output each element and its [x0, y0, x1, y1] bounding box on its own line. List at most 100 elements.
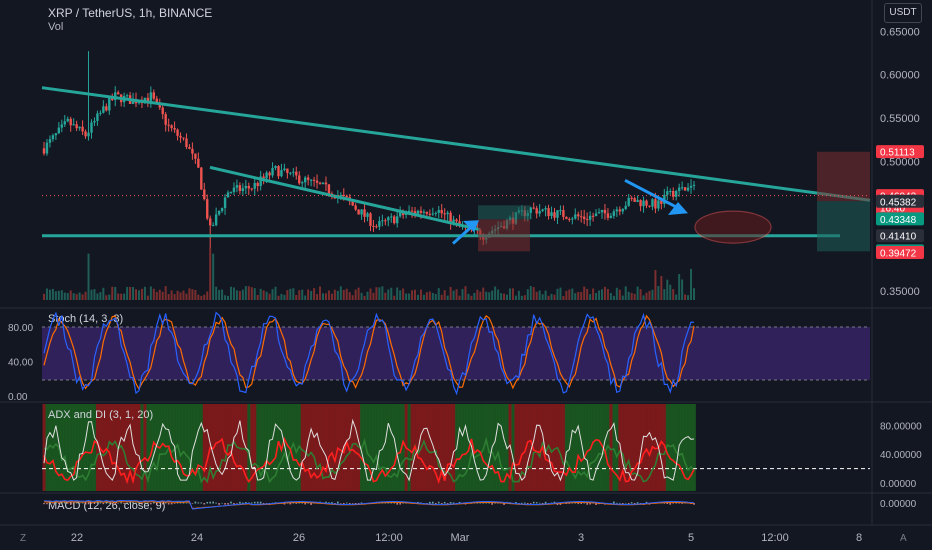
- macd-histogram-bar: [265, 503, 268, 504]
- adx-background-bar: [683, 404, 687, 491]
- volume-bar: [324, 293, 327, 300]
- time-tick-label: Mar: [451, 532, 470, 544]
- macd-histogram-bar: [669, 503, 672, 505]
- stoch-tick-label: 80.00: [8, 323, 33, 334]
- candle-body: [274, 166, 277, 168]
- adx-background-bar: [48, 404, 52, 491]
- macd-histogram-bar: [75, 502, 78, 504]
- macd-histogram-bar: [360, 502, 363, 504]
- adx-background-bar: [161, 404, 165, 491]
- volume-bar: [176, 290, 179, 300]
- macd-histogram-bar: [233, 503, 235, 505]
- adx-background-bar: [107, 404, 112, 491]
- adx-background-bar: [630, 404, 634, 491]
- macd-histogram-bar: [583, 502, 585, 504]
- macd-histogram-bar: [524, 502, 526, 504]
- adx-background-bar: [324, 404, 328, 491]
- macd-histogram-bar: [108, 502, 111, 504]
- macd-histogram-bar: [357, 503, 360, 504]
- price-badge-label: 0.43348: [880, 215, 917, 226]
- candle-body: [639, 200, 642, 207]
- adx-background-bar: [591, 404, 595, 491]
- volume-bar: [90, 289, 93, 300]
- auto-scale-icon[interactable]: A: [900, 533, 907, 544]
- macd-histogram-bar: [693, 503, 695, 505]
- candle-body: [437, 209, 440, 213]
- volume-bar: [283, 294, 286, 300]
- macd-histogram-bar: [491, 503, 493, 505]
- up-arrow-shaft: [451, 224, 475, 245]
- volume-bar: [556, 288, 559, 300]
- adx-background-bar: [636, 404, 640, 491]
- long-position-target-box: [817, 201, 870, 252]
- volume-bar: [357, 287, 360, 300]
- volume-bar: [458, 295, 461, 300]
- volume-bar: [553, 294, 556, 300]
- volume-bar: [651, 289, 654, 300]
- candle-body: [657, 200, 660, 209]
- volume-bar: [140, 288, 143, 300]
- volume-bar: [366, 291, 369, 300]
- adx-background-bar: [443, 404, 447, 491]
- volume-bar: [152, 288, 155, 300]
- adx-background-bar: [291, 404, 296, 491]
- macd-histogram-bar: [681, 503, 683, 504]
- adx-background-bar: [92, 404, 97, 491]
- volume-bar: [123, 293, 126, 300]
- volume-bar: [268, 293, 271, 300]
- volume-bar: [194, 289, 197, 300]
- candle-body: [398, 212, 402, 217]
- volume-bar: [232, 287, 235, 300]
- volume-bar: [229, 286, 232, 300]
- adx-background-bar: [463, 404, 468, 491]
- volume-bar: [78, 292, 81, 300]
- candle-body: [93, 120, 96, 123]
- timezone-icon[interactable]: Z: [20, 533, 27, 544]
- adx-background-bar: [205, 404, 210, 491]
- adx-background-bar: [229, 404, 233, 491]
- macd-histogram-bar: [544, 501, 547, 504]
- macd-histogram-bar: [52, 503, 54, 504]
- volume-bar: [485, 291, 488, 300]
- adx-background-bar: [639, 404, 643, 491]
- stoch-title: Stoch (14, 3, 3): [48, 313, 123, 325]
- adx-background-bar: [327, 404, 331, 491]
- adx-background-bar: [597, 404, 601, 491]
- macd-histogram-bar: [182, 502, 185, 504]
- adx-background-bar: [392, 404, 397, 491]
- candle-body: [363, 209, 366, 217]
- volume-bar: [606, 289, 609, 300]
- macd-histogram-bar: [96, 502, 99, 504]
- volume-bar: [405, 293, 408, 300]
- macd-histogram-bar: [194, 501, 197, 504]
- adx-title: ADX and DI (3, 1, 20): [48, 409, 153, 421]
- adx-background-bar: [202, 404, 207, 491]
- volume-bar: [146, 295, 149, 300]
- volume-bar: [387, 289, 390, 300]
- adx-background-bar: [668, 404, 673, 491]
- adx-background-bar: [573, 404, 578, 491]
- candle-body: [354, 205, 357, 210]
- volume-bar: [416, 294, 419, 300]
- candle-body: [194, 153, 197, 159]
- macd-histogram-bar: [672, 503, 675, 504]
- macd-histogram-bar: [666, 503, 669, 504]
- adx-background-bar: [371, 404, 376, 491]
- down-arrow-head: [668, 202, 688, 215]
- adx-background-bar: [152, 404, 156, 491]
- macd-signal-line: [43, 501, 695, 509]
- macd-histogram-bar: [105, 501, 108, 504]
- volume-bar: [298, 290, 301, 300]
- candle-body: [229, 191, 233, 193]
- volume-bar: [286, 290, 289, 300]
- candle-body: [51, 135, 55, 140]
- currency-button[interactable]: USDT: [884, 3, 922, 23]
- volume-bar: [75, 294, 78, 300]
- volume-bar: [452, 290, 455, 300]
- macd-histogram-bar: [176, 502, 179, 504]
- volume-bar: [99, 292, 102, 300]
- candle-body: [357, 209, 360, 215]
- volume-bar: [244, 286, 247, 300]
- candle-body: [692, 184, 696, 186]
